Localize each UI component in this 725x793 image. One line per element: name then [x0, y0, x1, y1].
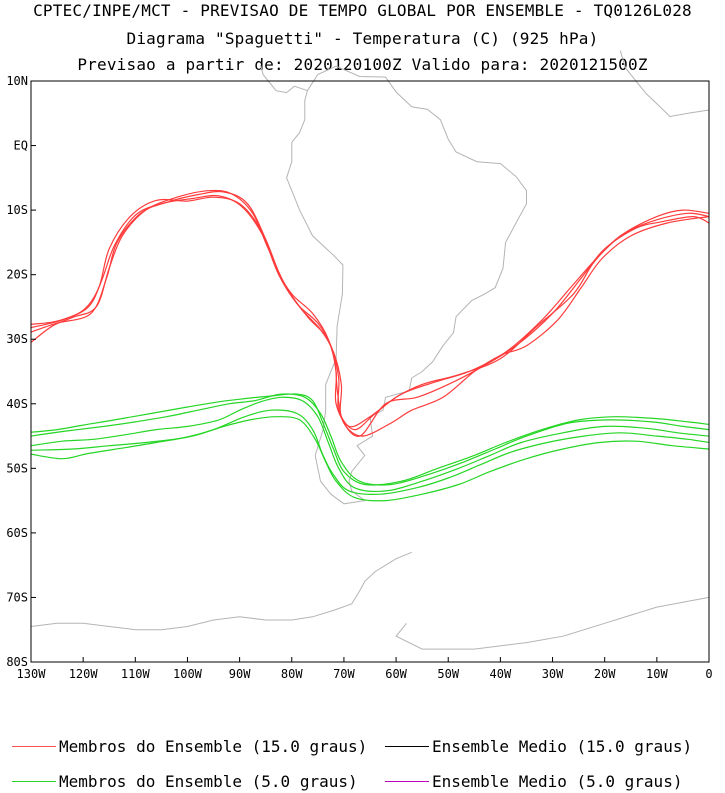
header-title-line: CPTEC/INPE/MCT - PREVISAO DE TEMPO GLOBA…	[33, 1, 692, 20]
legend-item-members-5: Membros do Ensemble (5.0 graus)	[12, 769, 358, 793]
lon-tick-label: 40W	[490, 667, 512, 681]
legend-swatch-members-5	[12, 780, 56, 782]
contour-layer	[30, 189, 710, 502]
lon-tick-label: 110W	[121, 667, 151, 681]
legend-item-members-15: Membros do Ensemble (15.0 graus)	[12, 734, 367, 758]
lon-tick-label: 0	[705, 667, 712, 681]
legend-item-mean-5: Ensemble Medio (5.0 graus)	[385, 769, 682, 793]
lat-tick-label: 10S	[6, 203, 28, 217]
contour-5-member-4	[30, 416, 710, 502]
lat-tick-label: 80S	[6, 655, 28, 669]
legend-swatch-mean-5	[385, 780, 429, 782]
contour-5-member-5	[30, 393, 710, 486]
coastline-central-america	[260, 64, 308, 94]
lat-tick-label: 20S	[6, 268, 28, 282]
legend-label-members-5: Membros do Ensemble (5.0 graus)	[59, 771, 358, 791]
legend-row-1: Membros do Ensemble (15.0 graus) Ensembl…	[0, 734, 725, 758]
contour-5-member-1	[30, 396, 710, 492]
lat-tick-label: 70S	[6, 590, 28, 604]
contour-5-member-3	[30, 393, 710, 486]
lon-tick-label: 80W	[281, 667, 303, 681]
lon-tick-label: 120W	[69, 667, 99, 681]
lat-tick-label: 40S	[6, 397, 28, 411]
lon-tick-label: 90W	[229, 667, 251, 681]
contour-15-member-2	[30, 194, 710, 431]
lon-tick-label: 60W	[385, 667, 407, 681]
map-frame	[30, 80, 710, 663]
contour-15-member-1	[30, 196, 710, 428]
contour-15-member-4	[30, 189, 710, 437]
lon-tick-label: 50W	[437, 667, 459, 681]
coastline-layer	[30, 50, 710, 650]
lon-tick-label: 30W	[542, 667, 564, 681]
lon-tick-label: 130W	[17, 667, 47, 681]
lat-tick-label: 10N	[6, 74, 28, 88]
coastline-antarctic-peninsula	[30, 551, 412, 631]
lat-tick-label: 60S	[6, 526, 28, 540]
legend-label-mean-15: Ensemble Medio (15.0 graus)	[432, 736, 693, 756]
legend-row-2: Membros do Ensemble (5.0 graus) Ensemble…	[0, 769, 725, 793]
legend-swatch-members-15	[12, 745, 56, 747]
lon-tick-label: 70W	[333, 667, 355, 681]
coastline-africa-west	[619, 50, 710, 118]
lat-tick-label: 50S	[6, 461, 28, 475]
contour-15-member-3	[30, 190, 710, 437]
lat-tick-label: EQ	[14, 139, 28, 153]
legend-label-members-15: Membros do Ensemble (15.0 graus)	[59, 736, 368, 756]
legend-swatch-mean-15	[385, 745, 429, 747]
lon-tick-label: 20W	[594, 667, 616, 681]
coastline-weddell-coast	[395, 596, 710, 650]
coastline-south-america	[286, 65, 527, 505]
lon-tick-label: 100W	[173, 667, 203, 681]
legend-item-mean-15: Ensemble Medio (15.0 graus)	[385, 734, 692, 758]
lat-tick-label: 30S	[6, 332, 28, 346]
lon-tick-label: 10W	[646, 667, 668, 681]
legend-label-mean-5: Ensemble Medio (5.0 graus)	[432, 771, 683, 791]
header-validity-line: Previsao a partir de: 2020120100Z Valido…	[77, 55, 648, 74]
header-subtitle-line: Diagrama "Spaguetti" - Temperatura (C) (…	[126, 29, 599, 48]
